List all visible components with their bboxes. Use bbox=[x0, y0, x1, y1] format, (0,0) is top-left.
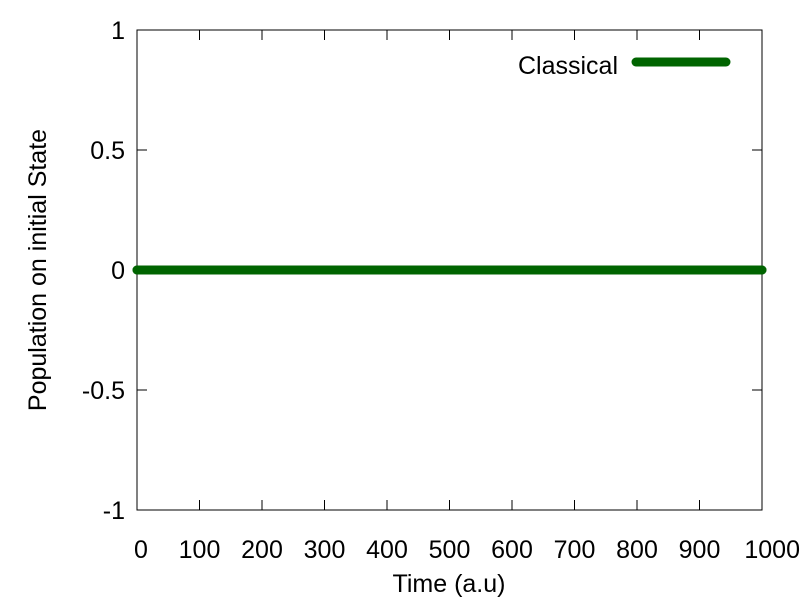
data-point bbox=[757, 265, 767, 275]
data-point bbox=[245, 265, 254, 275]
data-point bbox=[732, 265, 742, 275]
data-point bbox=[620, 265, 629, 275]
data-point bbox=[320, 265, 329, 275]
data-point bbox=[357, 265, 367, 275]
data-point bbox=[720, 265, 729, 275]
data-point bbox=[270, 265, 279, 275]
data-point bbox=[295, 265, 304, 275]
data-point bbox=[482, 265, 492, 275]
x-tick-label: 500 bbox=[429, 536, 471, 564]
data-point bbox=[457, 265, 467, 275]
data-point bbox=[495, 265, 504, 275]
data-point bbox=[332, 265, 342, 275]
x-tick-label: 1000 bbox=[744, 536, 800, 564]
data-point bbox=[645, 265, 654, 275]
data-point bbox=[607, 265, 617, 275]
data-point bbox=[145, 265, 154, 275]
data-point bbox=[432, 265, 442, 275]
data-point bbox=[557, 265, 567, 275]
data-point bbox=[207, 265, 217, 275]
data-point bbox=[345, 265, 354, 275]
data-point bbox=[595, 265, 604, 275]
x-tick-label: 400 bbox=[366, 536, 408, 564]
data-point bbox=[532, 265, 542, 275]
data-point bbox=[132, 265, 142, 275]
data-point bbox=[182, 265, 192, 275]
x-tick-label: 300 bbox=[304, 536, 346, 564]
data-point bbox=[232, 265, 242, 275]
data-point bbox=[470, 265, 479, 275]
data-point bbox=[445, 265, 454, 275]
x-tick-label: 900 bbox=[679, 536, 721, 564]
y-tick-label: 0.5 bbox=[90, 137, 125, 165]
data-point bbox=[670, 265, 679, 275]
series-layer bbox=[132, 265, 767, 275]
x-tick-label: 0 bbox=[134, 536, 148, 564]
data-point bbox=[257, 265, 267, 275]
x-tick-label: 800 bbox=[616, 536, 658, 564]
x-axis-label: Time (a.u) bbox=[393, 570, 506, 598]
legend: Classical bbox=[518, 52, 731, 80]
y-tick-label: 1 bbox=[111, 17, 125, 45]
data-point bbox=[507, 265, 517, 275]
data-point bbox=[682, 265, 692, 275]
data-point bbox=[382, 265, 392, 275]
data-point bbox=[195, 265, 204, 275]
data-point bbox=[395, 265, 404, 275]
data-point bbox=[632, 265, 642, 275]
y-tick-label: 0 bbox=[111, 257, 125, 285]
data-point bbox=[157, 265, 167, 275]
data-point bbox=[407, 265, 417, 275]
data-point bbox=[220, 265, 229, 275]
data-point bbox=[370, 265, 379, 275]
data-point bbox=[570, 265, 579, 275]
data-point bbox=[170, 265, 179, 275]
data-point bbox=[582, 265, 592, 275]
data-point bbox=[420, 265, 429, 275]
legend-label-classical: Classical bbox=[518, 52, 618, 80]
y-axis-label: Population on initial State bbox=[24, 129, 52, 411]
y-tick-label: -1 bbox=[103, 497, 125, 525]
data-point bbox=[282, 265, 292, 275]
y-ticks: 1 0.5 0 -0.5 -1 bbox=[82, 17, 762, 525]
y-tick-label: -0.5 bbox=[82, 377, 125, 405]
x-tick-label: 700 bbox=[554, 536, 596, 564]
data-point bbox=[745, 265, 754, 275]
x-tick-label: 100 bbox=[179, 536, 221, 564]
data-point bbox=[695, 265, 704, 275]
data-point bbox=[707, 265, 717, 275]
data-point bbox=[657, 265, 667, 275]
x-ticks: 0 100 200 300 400 500 600 700 800 900 1000 bbox=[134, 30, 800, 564]
data-point bbox=[520, 265, 529, 275]
x-tick-label: 600 bbox=[491, 536, 533, 564]
data-point bbox=[307, 265, 317, 275]
data-point bbox=[545, 265, 554, 275]
x-tick-label: 200 bbox=[241, 536, 283, 564]
